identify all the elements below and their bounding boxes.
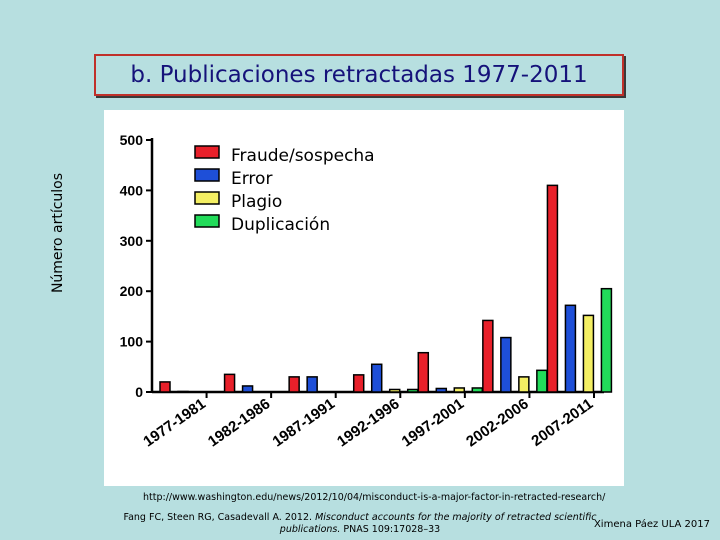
plot-panel	[104, 110, 624, 486]
reference-authors: Fang FC, Steen RG, Casadevall A. 2012.	[123, 512, 313, 523]
legend-label: Fraude/sospecha	[231, 146, 375, 166]
author-credit: Ximena Páez ULA 2017	[593, 519, 710, 530]
bar	[370, 363, 383, 393]
bars	[159, 184, 613, 393]
bar	[223, 373, 236, 393]
slide-title: b. Publicaciones retractadas 1977-2011	[94, 54, 624, 96]
bar	[352, 374, 365, 393]
bar	[241, 385, 254, 393]
bar	[471, 387, 484, 393]
legend-swatch	[194, 214, 220, 228]
bar	[564, 304, 577, 393]
legend-swatch	[194, 191, 220, 205]
bar	[388, 388, 401, 393]
bar	[600, 287, 613, 393]
bar	[536, 369, 548, 393]
bar	[546, 184, 559, 393]
bar	[518, 376, 530, 393]
y-tick-label: 500	[120, 132, 144, 148]
y-tick-label: 400	[120, 182, 144, 198]
legend-swatch	[194, 145, 220, 159]
legend: Fraude/sospecha Error Plagio Duplicación	[194, 145, 375, 235]
reference-journal: PNAS 109:17028–33	[343, 524, 441, 535]
bar	[288, 376, 300, 393]
source-reference: Fang FC, Steen RG, Casadevall A. 2012. M…	[110, 512, 610, 536]
legend-label: Plagio	[231, 192, 282, 212]
bar	[306, 376, 318, 393]
bar	[482, 319, 494, 393]
y-tick-label: 0	[135, 384, 143, 400]
legend-label: Error	[231, 169, 272, 189]
y-tick-label: 300	[120, 233, 144, 249]
bar	[435, 387, 448, 393]
y-tick-label: 100	[120, 334, 144, 350]
reference-title: Misconduct accounts for the majority of …	[279, 512, 597, 535]
bar	[417, 351, 430, 393]
legend-label: Duplicación	[231, 215, 330, 235]
y-axis: 0 100 200 300 400 500	[120, 132, 154, 400]
source-url: http://www.washington.edu/news/2012/10/0…	[143, 492, 606, 503]
bar	[159, 381, 171, 393]
bar	[453, 387, 466, 393]
bar	[582, 314, 595, 393]
bar	[500, 336, 512, 393]
bar	[406, 388, 419, 393]
bar	[177, 390, 189, 393]
legend-swatch	[194, 168, 220, 182]
y-tick-label: 200	[120, 283, 144, 299]
